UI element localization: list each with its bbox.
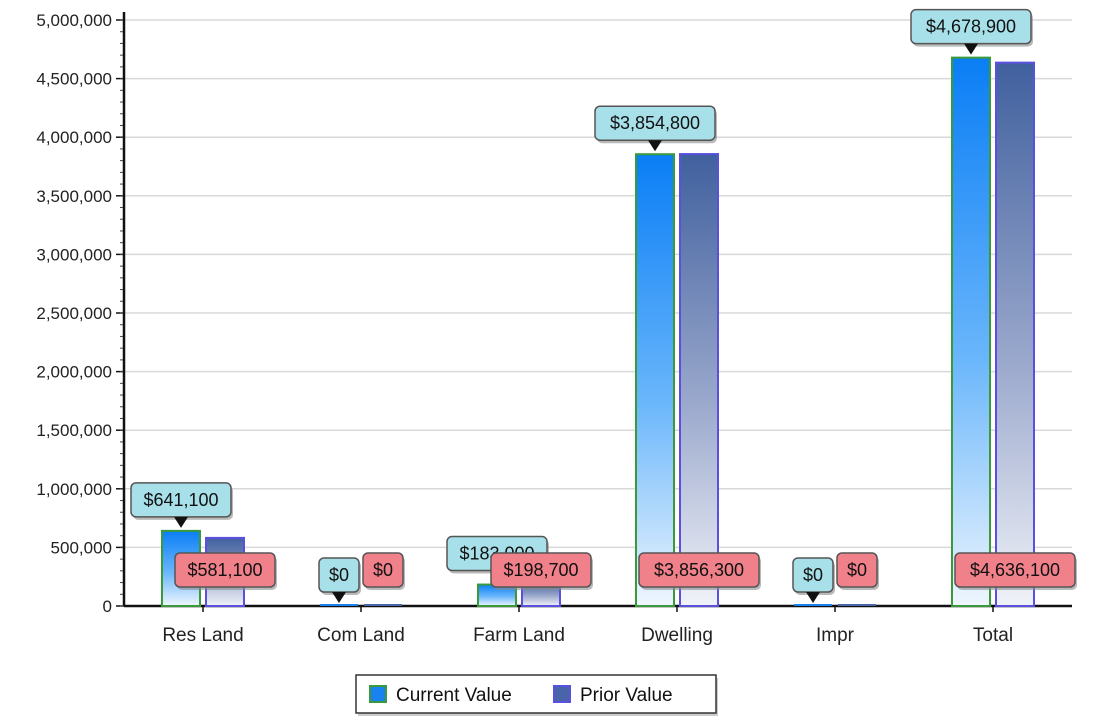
data-label-prior-box xyxy=(490,552,592,588)
data-label-current-text: $4,678,900 xyxy=(926,17,1016,37)
data-label-current-pointer xyxy=(648,140,662,152)
data-label-prior-box xyxy=(174,552,276,588)
data-label-prior: $0 xyxy=(362,552,405,590)
y-tick-label: 1,000,000 xyxy=(36,480,112,499)
legend-swatch xyxy=(553,685,571,703)
data-label-current-text: $3,854,800 xyxy=(610,113,700,133)
data-label-prior-box xyxy=(362,552,404,588)
data-label-prior: $0 xyxy=(836,552,879,590)
data-label-current-text: $0 xyxy=(803,565,823,585)
data-label-prior: $581,100 xyxy=(174,552,277,590)
data-label-current: $0 xyxy=(792,557,835,603)
y-tick-label: 4,000,000 xyxy=(36,128,112,147)
x-tick-label: Res Land xyxy=(162,625,243,646)
y-tick-label: 1,500,000 xyxy=(36,421,112,440)
data-label-prior-text: $198,700 xyxy=(503,560,578,580)
data-label-prior-box xyxy=(638,552,760,588)
bar-prior-value xyxy=(995,61,1035,607)
data-label-current-box xyxy=(130,482,232,518)
data-label-prior: $3,856,300 xyxy=(638,552,761,590)
data-label-current-text: $641,100 xyxy=(143,490,218,510)
data-label-current: $0 xyxy=(318,557,361,603)
y-tick-label: 3,500,000 xyxy=(36,187,112,206)
data-labels: $641,100$0$183,000$3,854,800$0$4,678,900… xyxy=(130,8,1077,603)
x-tick-label: Impr xyxy=(816,625,855,646)
data-label-prior-text: $4,636,100 xyxy=(970,560,1060,580)
x-tick-label: Farm Land xyxy=(473,625,565,646)
data-label-current-pointer xyxy=(332,592,346,603)
x-tick-label: Com Land xyxy=(317,625,405,646)
y-tick-label: 2,000,000 xyxy=(36,363,112,382)
data-label-prior-text: $0 xyxy=(847,560,867,580)
x-tick-label: Dwelling xyxy=(641,625,713,646)
bar-current-value xyxy=(635,153,675,607)
data-label-prior: $4,636,100 xyxy=(954,552,1077,590)
x-tick-label: Total xyxy=(973,625,1013,646)
y-tick-label: 3,000,000 xyxy=(36,245,112,264)
legend-label: Current Value xyxy=(396,685,512,706)
legend-box xyxy=(355,674,717,714)
y-tick-label: 500,000 xyxy=(51,538,112,557)
data-label-prior: $198,700 xyxy=(490,552,593,590)
data-label-prior-text: $3,856,300 xyxy=(654,560,744,580)
bar-prior-value xyxy=(679,153,719,608)
axes: 0 500,000 1,000,000 1,500,000 2,000,000 2,500… xyxy=(36,11,1072,646)
legend-label: Prior Value xyxy=(580,685,673,706)
data-label-current: $4,678,900 xyxy=(910,8,1033,55)
data-label-current: $3,854,800 xyxy=(594,105,717,152)
data-label-current: $641,100 xyxy=(130,482,233,528)
legend: Current Value Prior Value xyxy=(355,674,718,716)
grid-lines xyxy=(124,19,1072,549)
y-tick-label: 0 xyxy=(103,597,112,616)
legend-swatch xyxy=(369,685,387,703)
data-label-prior-box xyxy=(954,552,1076,588)
data-label-current-pointer xyxy=(964,43,978,55)
y-tick-label: 2,500,000 xyxy=(36,304,112,323)
data-label-current-pointer xyxy=(806,592,820,603)
data-label-prior-text: $581,100 xyxy=(187,560,262,580)
data-label-prior-box xyxy=(836,552,878,588)
data-label-current-text: $0 xyxy=(329,565,349,585)
data-label-prior-text: $0 xyxy=(373,560,393,580)
y-tick-label: 4,500,000 xyxy=(36,70,112,89)
bar-current-value xyxy=(951,56,991,607)
data-label-current-pointer xyxy=(174,516,188,528)
y-tick-label: 5,000,000 xyxy=(36,11,112,30)
